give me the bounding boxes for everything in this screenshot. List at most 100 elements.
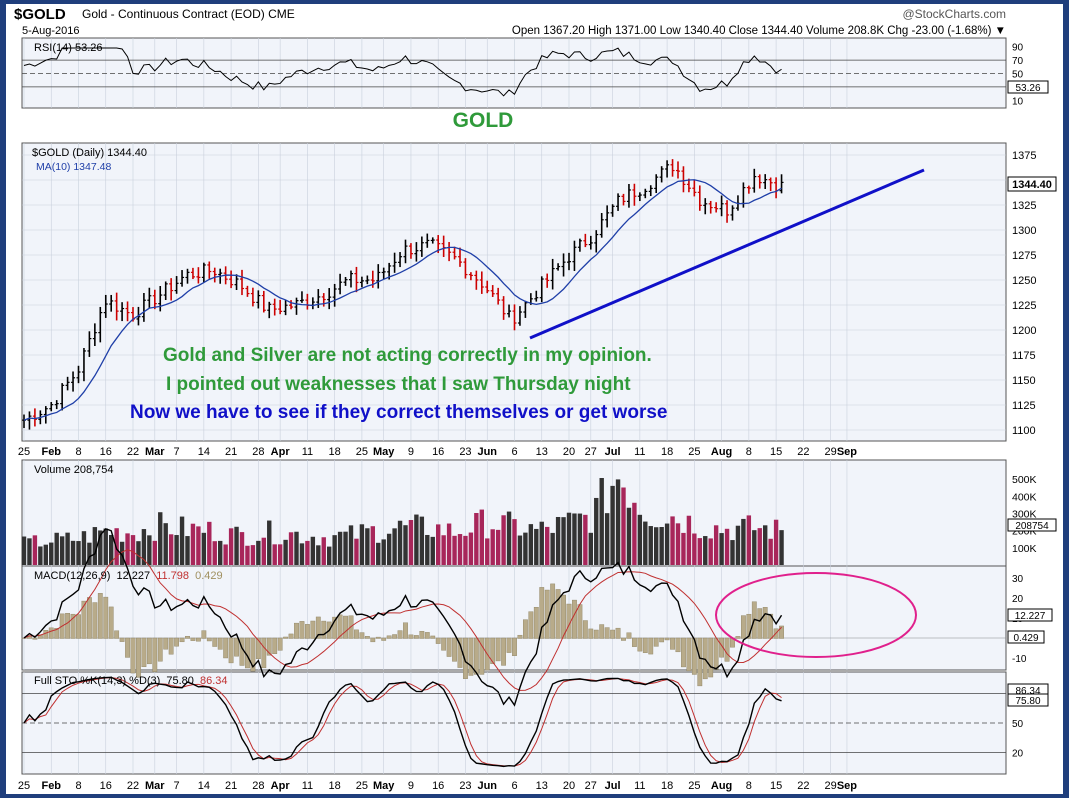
- volume-bar: [38, 546, 43, 565]
- volume-bar: [272, 544, 277, 565]
- volume-bar: [327, 546, 332, 565]
- x-tick-label: 22: [127, 446, 139, 458]
- volume-bar: [49, 542, 54, 565]
- volume-bar: [392, 528, 397, 565]
- volume-bar: [408, 520, 414, 565]
- x-tick-label: Mar: [145, 446, 165, 458]
- macd-histogram-bar: [708, 637, 714, 678]
- macd-histogram-bar: [533, 607, 539, 639]
- x-tick-label: 8: [75, 780, 81, 792]
- volume-bar: [376, 542, 381, 565]
- volume-bar: [59, 536, 65, 565]
- gold-overlay-title: GOLD: [453, 109, 514, 132]
- volume-bar: [65, 532, 70, 565]
- macd-histogram-bar: [735, 636, 741, 639]
- macd-histogram-bar: [190, 637, 196, 641]
- macd-histogram-bar: [261, 637, 267, 669]
- volume-bar: [479, 509, 484, 565]
- volume-bar: [310, 536, 316, 565]
- macd-histogram-bar: [544, 589, 550, 639]
- rsi-current-tag: 53.26: [1007, 80, 1049, 94]
- macd-histogram-bar: [239, 637, 245, 666]
- volume-bar: [681, 532, 686, 565]
- volume-bar: [288, 532, 294, 565]
- macd-histogram-bar: [185, 635, 190, 639]
- sto-y-tick: 50: [1012, 719, 1024, 730]
- volume-bar: [724, 528, 730, 565]
- macd-histogram-bar: [86, 597, 92, 639]
- macd-histogram-bar: [408, 634, 414, 639]
- macd-histogram-bar: [495, 637, 501, 662]
- x-tick-label: 8: [746, 446, 752, 458]
- macd-histogram-bar: [539, 587, 545, 639]
- sto-k-tag: 75.80: [1007, 693, 1049, 707]
- macd-histogram-bar: [223, 637, 229, 659]
- macd-histogram-bar: [686, 637, 692, 672]
- macd-histogram-bar: [506, 637, 512, 653]
- svg-text:75.80: 75.80: [1015, 696, 1040, 707]
- macd-signal-line: [23, 549, 782, 691]
- price-panel: [21, 142, 1007, 442]
- volume-bar: [773, 519, 779, 565]
- volume-y-tick: 100K: [1012, 543, 1037, 555]
- macd-histogram-bar: [473, 637, 479, 675]
- x-tick-label: 20: [563, 780, 575, 792]
- macd-histogram-bar: [108, 606, 114, 639]
- volume-bar: [523, 532, 528, 565]
- volume-bar: [179, 516, 185, 565]
- macd-histogram-bar: [81, 600, 87, 639]
- x-tick-label: 28: [252, 780, 264, 792]
- volume-bar: [419, 516, 425, 565]
- rsi-panel: [21, 37, 1007, 109]
- macd-label: MACD(12,26,9) 12.227 11.798 0.429: [34, 570, 223, 582]
- price-y-tick: 1375: [1012, 150, 1036, 162]
- volume-bar: [763, 525, 768, 565]
- x-tick-label: 8: [746, 780, 752, 792]
- volume-bar: [27, 538, 32, 565]
- x-tick-label: 11: [634, 446, 645, 458]
- macd-histogram-bar: [299, 621, 305, 639]
- macd-histogram-bar: [615, 627, 621, 639]
- volume-bar: [604, 513, 610, 565]
- volume-bar: [141, 529, 147, 565]
- volume-bar: [659, 527, 664, 565]
- volume-bar: [430, 536, 435, 565]
- x-tick-label: 22: [797, 780, 809, 792]
- x-tick-label: 29: [824, 446, 836, 458]
- volume-bar: [228, 528, 234, 565]
- annotation-line-3: Now we have to see if they correct thems…: [130, 402, 667, 423]
- volume-bar: [397, 520, 403, 565]
- price-y-tick: 1275: [1012, 250, 1036, 262]
- axis-labels: 25 25 Feb Feb 8 8 16 16 22 22 Mar Mar 7 7 14 14 21 21 28 28…: [18, 43, 1037, 792]
- x-tick-label: Jun: [477, 780, 497, 792]
- macd-histogram-bar: [114, 630, 120, 639]
- macd-histogram-bar: [588, 628, 594, 639]
- x-tick-label: Feb: [41, 446, 61, 458]
- x-tick-label: 18: [329, 780, 341, 792]
- volume-bar: [234, 526, 239, 565]
- macd-histogram-bar: [315, 616, 321, 639]
- macd-histogram-bar: [670, 637, 675, 650]
- svg-text:86.34: 86.34: [1015, 686, 1040, 697]
- volume-bar: [21, 536, 27, 565]
- macd-histogram-bar: [572, 599, 577, 639]
- macd-histogram-bar: [604, 627, 610, 639]
- macd-histogram-bar: [32, 637, 38, 640]
- rsi-label: RSI(14) 53.26: [34, 42, 102, 54]
- x-tick-label: 23: [459, 446, 471, 458]
- volume-current-tag: 208754: [1007, 518, 1057, 532]
- macd-histogram-bar: [212, 637, 218, 647]
- price-y-tick: 1325: [1012, 200, 1036, 212]
- x-tick-label: 16: [100, 780, 112, 792]
- volume-bar: [583, 514, 588, 565]
- macd-histogram-bar: [321, 620, 327, 639]
- macd-histogram-bar: [272, 637, 278, 655]
- macd-histogram-bar: [103, 596, 109, 639]
- volume-bar: [452, 535, 457, 565]
- volume-bar: [403, 525, 408, 565]
- volume-bar: [643, 521, 648, 565]
- volume-bar: [468, 532, 474, 565]
- x-tick-label: 21: [225, 446, 237, 458]
- macd-histogram-bar: [593, 629, 599, 639]
- macd-histogram-bar: [479, 637, 485, 675]
